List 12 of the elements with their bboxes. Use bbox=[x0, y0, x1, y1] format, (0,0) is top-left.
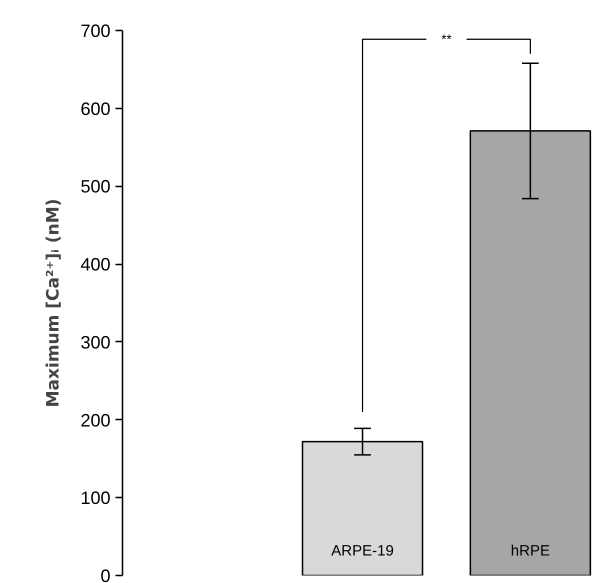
x-tick-label: ARPE-19 bbox=[331, 542, 394, 560]
y-tick-label: 200 bbox=[80, 410, 111, 430]
y-axis-title: Maximum [Ca²⁺]ᵢ (nM) bbox=[43, 198, 64, 408]
y-tick-label: 600 bbox=[80, 98, 111, 119]
y-tick-label: 0 bbox=[100, 566, 111, 583]
y-tick-label: 100 bbox=[80, 488, 111, 508]
y-tick-label: 700 bbox=[80, 21, 111, 41]
y-tick-label: 400 bbox=[80, 254, 111, 275]
y-tick-label: 300 bbox=[80, 332, 111, 352]
x-tick-label: hRPE bbox=[510, 542, 550, 560]
y-tick-label: 500 bbox=[80, 176, 111, 197]
annotation: ** bbox=[441, 32, 452, 47]
